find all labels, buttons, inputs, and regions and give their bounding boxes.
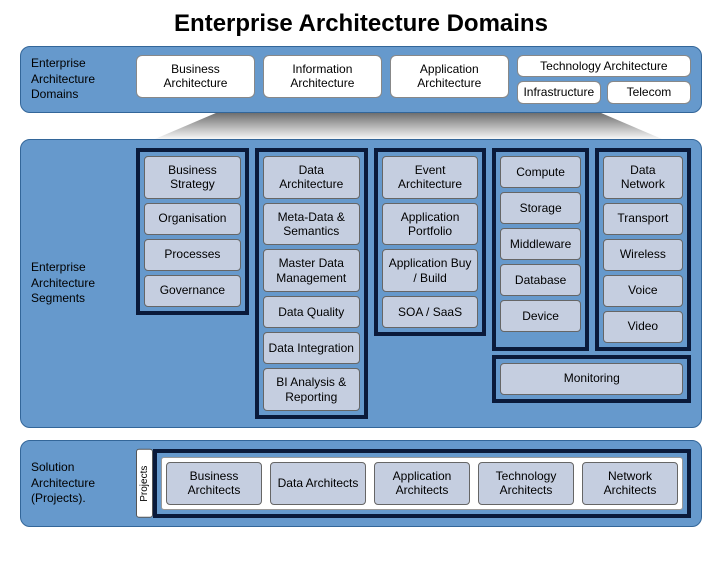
segment-group-infrastructure: Compute Storage Middleware Database Devi… [492, 148, 691, 403]
page-title: Enterprise Architecture Domains [20, 10, 702, 38]
solution-panel: Solution Architecture (Projects). Projec… [20, 440, 702, 527]
solution-item: Application Architects [374, 462, 470, 505]
solution-panel-label: Solution Architecture (Projects). [31, 460, 126, 507]
segment-item: BI Analysis & Reporting [263, 368, 360, 411]
segment-item: Data Integration [263, 332, 360, 364]
segment-monitoring: Monitoring [500, 363, 683, 395]
segment-item: Application Buy / Build [382, 249, 479, 292]
segments-panel-label: Enterprise Architecture Segments [31, 260, 126, 307]
projects-tab: Projects [136, 449, 153, 518]
segment-col-data: Data Architecture Meta-Data & Semantics … [255, 148, 368, 419]
segment-item: SOA / SaaS [382, 296, 479, 328]
solution-inner: Business Architects Data Architects Appl… [161, 457, 683, 510]
segment-item: Compute [500, 156, 580, 188]
domain-technology: Technology Architecture [517, 55, 691, 77]
segment-col-application: Event Architecture Application Portfolio… [374, 148, 487, 336]
segment-item: Video [603, 311, 683, 343]
segment-item: Processes [144, 239, 241, 271]
segments-panel: Enterprise Architecture Segments Busines… [20, 139, 702, 428]
domains-panel-label: Enterprise Architecture Domains [31, 56, 126, 103]
domain-information: Information Architecture [263, 55, 382, 98]
solution-dark-frame: Business Architects Data Architects Appl… [153, 449, 691, 518]
segment-col-business: Business Strategy Organisation Processes… [136, 148, 249, 315]
domain-business: Business Architecture [136, 55, 255, 98]
segment-item: Database [500, 264, 580, 296]
solution-item: Network Architects [582, 462, 678, 505]
domain-application: Application Architecture [390, 55, 509, 98]
segment-item: Voice [603, 275, 683, 307]
segment-item: Event Architecture [382, 156, 479, 199]
domains-panel: Enterprise Architecture Domains Business… [20, 46, 702, 113]
segments-body: Business Strategy Organisation Processes… [136, 148, 691, 419]
domain-infrastructure: Infrastructure [517, 81, 601, 103]
domains-body: Business Architecture Information Archit… [136, 55, 691, 104]
segment-col-infra-network: Data Network Transport Wireless Voice Vi… [595, 148, 691, 351]
segment-item: Organisation [144, 203, 241, 235]
solution-body: Projects Business Architects Data Archit… [136, 449, 691, 518]
segment-item: Application Portfolio [382, 203, 479, 246]
solution-item: Data Architects [270, 462, 366, 505]
segment-item: Data Quality [263, 296, 360, 328]
segment-col-infra-compute: Compute Storage Middleware Database Devi… [492, 148, 588, 351]
segment-item: Master Data Management [263, 249, 360, 292]
segment-item: Storage [500, 192, 580, 224]
segment-item: Transport [603, 203, 683, 235]
segment-item: Meta-Data & Semantics [263, 203, 360, 246]
segment-item: Business Strategy [144, 156, 241, 199]
segment-monitoring-wrap: Monitoring [492, 355, 691, 403]
segment-item: Middleware [500, 228, 580, 260]
segment-item: Device [500, 300, 580, 332]
segment-item: Governance [144, 275, 241, 307]
segment-item: Wireless [603, 239, 683, 271]
connector-trapezoid [155, 113, 662, 139]
domain-telecom: Telecom [607, 81, 691, 103]
domain-technology-group: Technology Architecture Infrastructure T… [517, 55, 691, 104]
solution-item: Business Architects [166, 462, 262, 505]
solution-item: Technology Architects [478, 462, 574, 505]
segment-item: Data Network [603, 156, 683, 199]
segment-item: Data Architecture [263, 156, 360, 199]
